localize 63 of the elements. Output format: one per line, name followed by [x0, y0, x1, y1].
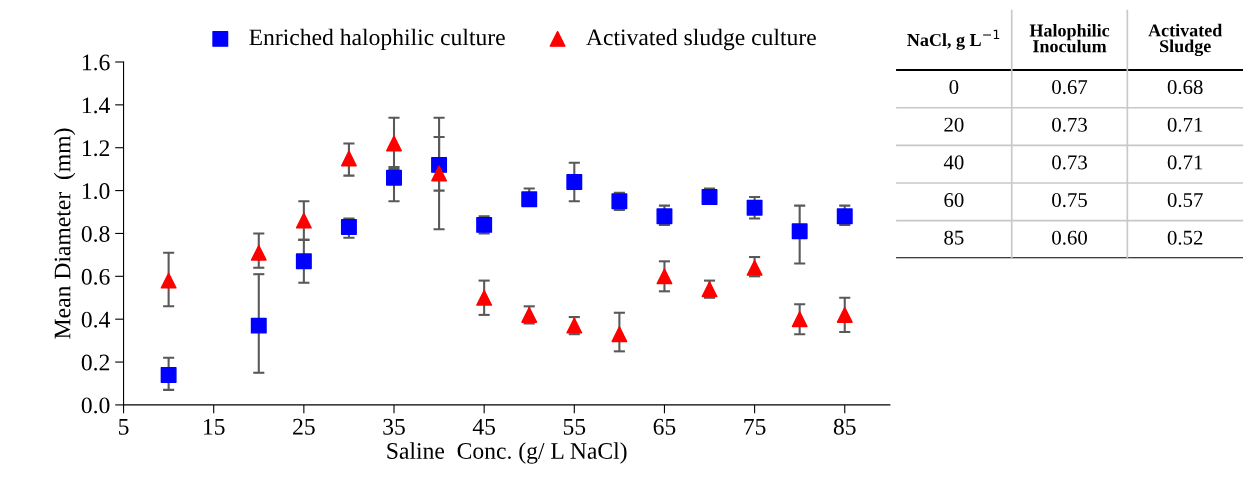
point [476, 289, 493, 306]
text: 0.75 [1052, 192, 1087, 208]
legend-label: Enriched halophilic culture [249, 28, 505, 51]
x-tick-label: 85 [833, 418, 856, 435]
category-label: NaCl, g L$^{−1}$ [907, 29, 1000, 50]
y-tick-label: 0.4 [81, 311, 110, 328]
text: 0.68 [1167, 80, 1203, 95]
legend-label: Activated sludge culture [586, 28, 816, 51]
point [431, 165, 448, 182]
y-tick-label: 0.2 [81, 354, 110, 371]
text: 0 [949, 80, 959, 95]
point [160, 366, 177, 383]
point [746, 199, 763, 216]
category-label: Halophilic Inoculum [1029, 23, 1110, 53]
category-label: Activated Sludge [1148, 23, 1223, 57]
text: 0.73 [1052, 117, 1087, 132]
y-tick-label: 1.6 [82, 54, 110, 71]
y-tick-label: 1.2 [82, 140, 110, 157]
x-tick-label: 75 [744, 419, 766, 435]
x-axis-title: Saline Conc. (g/ L NaCl) [387, 442, 627, 464]
point [340, 150, 357, 167]
point [791, 223, 808, 240]
y-tick-label: 0.6 [81, 268, 110, 285]
point [791, 311, 808, 328]
y-tick-label: 1.4 [82, 97, 110, 114]
text: 0.67 [1052, 80, 1088, 95]
y-tick-label: 1.0 [82, 183, 110, 200]
point [701, 189, 718, 205]
point [250, 317, 267, 334]
x-tick-label: 25 [293, 418, 315, 435]
text: 0.52 [1167, 230, 1203, 245]
point [250, 244, 267, 261]
x-tick-label: 35 [383, 418, 405, 435]
text: 0.57 [1167, 192, 1203, 208]
x-tick-label: 65 [653, 418, 676, 435]
text: 40 [943, 155, 964, 170]
text: 0.71 [1167, 117, 1203, 132]
point [386, 135, 402, 152]
text: 0.60 [1052, 230, 1087, 245]
point [746, 259, 763, 276]
point [836, 208, 853, 225]
text: 0.73 [1052, 155, 1087, 170]
point [656, 208, 673, 225]
point [386, 169, 402, 186]
y-tick-label: 0.8 [81, 225, 110, 242]
point [611, 326, 628, 343]
x-tick-label: 45 [472, 418, 496, 435]
text: 0.71 [1167, 155, 1203, 170]
point [295, 212, 312, 229]
point [566, 174, 583, 190]
point [295, 253, 312, 270]
text: 20 [944, 117, 964, 132]
point [656, 268, 673, 285]
text: 60 [944, 192, 964, 208]
text: 85 [944, 230, 964, 245]
point [836, 306, 853, 323]
point [521, 191, 538, 208]
x-tick-label: 5 [119, 419, 129, 435]
y-tick-label: 0.0 [81, 397, 110, 414]
y-axis-title: Mean Diameter (mm) [53, 128, 76, 339]
point [160, 272, 177, 289]
x-tick-label: 55 [563, 419, 586, 435]
x-tick-label: 15 [203, 418, 225, 435]
